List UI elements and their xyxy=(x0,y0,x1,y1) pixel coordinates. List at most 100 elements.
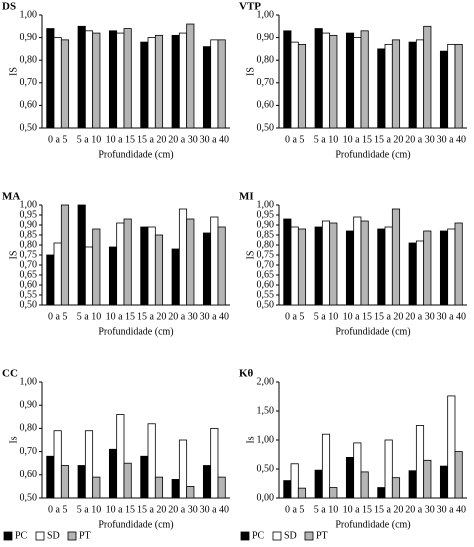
legend-swatch xyxy=(272,531,282,541)
bar xyxy=(186,485,195,499)
x-tick-label: 30 a 40 xyxy=(200,504,229,515)
bar xyxy=(202,46,212,129)
x-axis-label: Profundidade (cm) xyxy=(335,326,410,337)
y-tick-label: 0,50 xyxy=(257,299,275,310)
bar xyxy=(60,39,70,129)
y-tick-label: 0,90 xyxy=(257,32,275,43)
x-tick-label: 5 a 10 xyxy=(314,504,338,515)
bar xyxy=(360,220,369,306)
x-tick-label: 0 a 5 xyxy=(48,311,67,322)
bar xyxy=(297,43,307,129)
bar xyxy=(140,41,149,129)
x-tick-label: 20 a 30 xyxy=(405,504,434,515)
bar xyxy=(217,226,226,306)
y-tick-label: 0,90 xyxy=(20,32,38,43)
x-tick-label: 15 a 20 xyxy=(137,134,166,145)
x-tick-label: 30 a 40 xyxy=(200,311,229,322)
x-tick-label: 0 a 5 xyxy=(285,311,304,322)
bar xyxy=(439,50,449,129)
bar xyxy=(329,487,338,499)
y-axis-label: Is xyxy=(245,436,256,443)
bar xyxy=(408,41,417,129)
y-tick-label: 0,65 xyxy=(20,269,38,280)
y-tick-label: 0,95 xyxy=(257,209,275,220)
y-tick-label: 0,80 xyxy=(257,54,275,65)
bar xyxy=(186,218,195,306)
y-tick-label: 0,65 xyxy=(257,269,275,280)
bar xyxy=(147,226,156,306)
y-tick-label: 1,00 xyxy=(257,434,275,445)
bar xyxy=(314,469,323,499)
x-tick-label: 10 a 15 xyxy=(343,311,372,322)
chart-title: Kθ xyxy=(239,368,254,380)
x-tick-label: 0 a 5 xyxy=(285,134,304,145)
bar xyxy=(217,39,226,129)
bar xyxy=(447,395,456,499)
bar xyxy=(46,455,55,499)
x-tick-label: 5 a 10 xyxy=(77,134,101,145)
legend-label: PT xyxy=(316,530,328,541)
x-tick-label: 0 a 5 xyxy=(285,504,304,515)
bar xyxy=(202,232,212,306)
y-axis-label: IS xyxy=(8,67,19,76)
bar xyxy=(439,230,449,306)
x-tick-label: 15 a 20 xyxy=(374,504,403,515)
bar xyxy=(283,480,292,499)
y-tick-label: 0,50 xyxy=(20,122,38,133)
y-tick-label: 0,80 xyxy=(257,239,275,250)
y-tick-label: 0,75 xyxy=(257,249,275,260)
bar xyxy=(329,34,338,129)
y-axis-label: IS xyxy=(245,67,256,76)
bar xyxy=(171,248,180,306)
bar xyxy=(171,479,180,499)
x-tick-label: 15 a 20 xyxy=(137,311,166,322)
bar xyxy=(178,208,188,306)
bar xyxy=(447,228,456,306)
y-tick-label: 0,85 xyxy=(20,229,38,240)
bar xyxy=(360,30,369,129)
x-tick-label: 5 a 10 xyxy=(314,134,338,145)
x-axis-label: Profundidade (cm) xyxy=(98,149,173,160)
bar xyxy=(345,230,355,306)
y-tick-label: 0,80 xyxy=(20,423,38,434)
y-tick-label: 0,70 xyxy=(20,446,38,457)
y-tick-label: 0,60 xyxy=(257,100,275,111)
y-tick-label: 0,50 xyxy=(257,463,275,474)
bar xyxy=(297,487,307,499)
y-tick-label: 0,70 xyxy=(257,259,275,270)
legend-swatch xyxy=(3,531,13,541)
bar xyxy=(53,242,62,306)
bar xyxy=(447,43,456,129)
bar xyxy=(46,28,55,129)
bar xyxy=(154,34,164,129)
x-tick-label: 20 a 30 xyxy=(168,311,197,322)
x-tick-label: 10 a 15 xyxy=(106,311,135,322)
bar xyxy=(454,43,463,129)
bar xyxy=(108,448,118,499)
chart-title: MA xyxy=(2,191,20,203)
bar xyxy=(353,442,362,499)
bar xyxy=(297,228,307,306)
legend-swatch xyxy=(304,531,314,541)
bar xyxy=(178,439,188,499)
legend-label: SD xyxy=(284,530,297,541)
bar xyxy=(171,34,180,129)
bar xyxy=(423,459,432,499)
x-tick-label: 10 a 15 xyxy=(343,504,372,515)
bar xyxy=(384,439,393,499)
bar xyxy=(439,465,449,499)
bar xyxy=(408,242,417,306)
bar xyxy=(116,32,125,129)
y-tick-label: 0,60 xyxy=(20,100,38,111)
bar xyxy=(415,39,425,129)
bar xyxy=(391,208,401,306)
y-tick-label: 0,70 xyxy=(20,259,38,270)
x-tick-label: 5 a 10 xyxy=(77,504,101,515)
y-tick-label: 1,00 xyxy=(257,9,275,20)
bar xyxy=(377,48,386,129)
bar xyxy=(353,216,362,306)
bar xyxy=(77,465,86,499)
bar xyxy=(423,25,432,129)
bar xyxy=(92,228,101,306)
